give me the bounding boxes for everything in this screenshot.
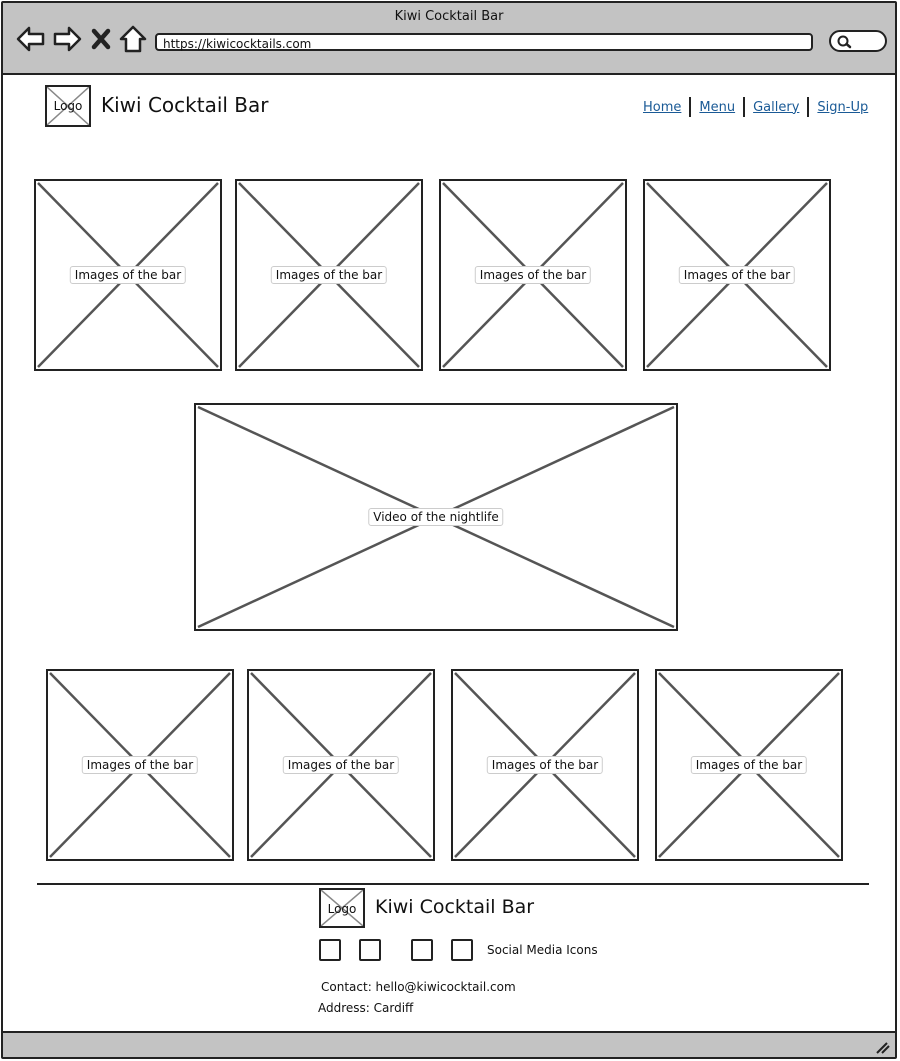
bar-image-placeholder: Images of the bar [34,179,222,371]
bar-image-placeholder: Images of the bar [655,669,843,861]
social-media-icon[interactable] [411,939,433,961]
footer-divider [37,883,869,885]
nav-link-menu[interactable]: Menu [699,99,736,115]
forward-arrow-icon[interactable] [51,23,83,55]
logo-placeholder-icon [321,890,363,926]
social-media-label: Social Media Icons [487,943,598,957]
social-media-icon[interactable] [451,939,473,961]
social-media-icon[interactable] [359,939,381,961]
browser-search-field[interactable] [829,30,887,52]
nav-link-home[interactable]: Home [643,99,682,115]
window-title: Kiwi Cocktail Bar [394,9,504,24]
footer-logo[interactable]: Logo [319,888,365,928]
nightlife-video-placeholder[interactable]: Video of the nightlife [194,403,678,631]
bar-image-placeholder: Images of the bar [235,179,423,371]
image-label: Images of the bar [690,756,808,774]
bar-image-placeholder: Images of the bar [46,669,234,861]
contact-text: Contact: hello@kiwicocktail.com [321,980,516,994]
logo-label: Logo [327,902,357,916]
home-icon[interactable] [117,23,149,55]
nav-link-signup[interactable]: Sign-Up [817,99,869,115]
close-icon[interactable] [89,23,113,55]
nav-link-gallery[interactable]: Gallery [753,99,800,115]
resize-grip-icon[interactable] [873,1037,891,1055]
image-label: Images of the bar [81,756,199,774]
search-icon [837,35,852,49]
image-label: Images of the bar [678,266,796,284]
image-label: Images of the bar [474,266,592,284]
bar-image-placeholder: Images of the bar [451,669,639,861]
nav-divider [689,97,692,117]
logo-label: Logo [53,99,83,113]
footer-brand-name: Kiwi Cocktail Bar [375,896,535,918]
image-label: Images of the bar [270,266,388,284]
url-bar[interactable]: https://kiwicocktails.com [155,33,813,51]
image-label: Images of the bar [282,756,400,774]
back-arrow-icon[interactable] [15,23,47,55]
header-logo[interactable]: Logo [45,85,91,127]
image-label: Images of the bar [69,266,187,284]
social-media-icon[interactable] [319,939,341,961]
nav-divider [807,97,810,117]
image-label: Images of the bar [486,756,604,774]
logo-placeholder-icon [47,87,89,125]
status-bar [3,1031,895,1057]
nav-divider [743,97,746,117]
brand-name: Kiwi Cocktail Bar [101,93,269,117]
video-label: Video of the nightlife [368,508,504,526]
address-text: Address: Cardiff [318,1001,414,1015]
bar-image-placeholder: Images of the bar [643,179,831,371]
browser-toolbar: Kiwi Cocktail Bar https://kiwicocktails.… [3,3,895,75]
bar-image-placeholder: Images of the bar [247,669,435,861]
main-nav: Home Menu Gallery Sign-Up [643,97,868,117]
bar-image-placeholder: Images of the bar [439,179,627,371]
